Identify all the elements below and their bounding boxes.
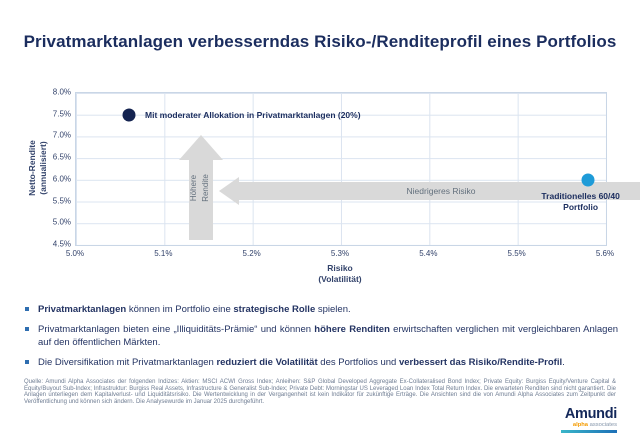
bullet-marker-icon: [25, 327, 29, 332]
x-axis-title: Risiko (Volatilität): [75, 263, 605, 285]
y-tick-label: 7.5%: [52, 109, 71, 119]
x-axis-title-line1: Risiko: [327, 263, 353, 273]
higher-return-annotation: Höhere Rendite: [189, 174, 210, 202]
plot-area: Höhere Rendite Niedrigeres Risiko Mit mo…: [75, 92, 640, 246]
amundi-logo-associates: associates: [588, 422, 617, 428]
x-tick-label: 5.1%: [154, 249, 173, 258]
amundi-logo-brand: Amundi: [564, 406, 617, 422]
key-points-list: Privatmarktanlagen können im Portfolio e…: [24, 303, 618, 376]
y-tick-label: 6.0%: [52, 174, 71, 184]
y-tick-label: 7.0%: [52, 130, 71, 140]
x-tick-label: 5.5%: [507, 249, 526, 258]
y-tick-label: 6.5%: [52, 152, 71, 162]
bullet-marker-icon: [25, 307, 29, 311]
bullet-item: Privatmarktanlagen bieten eine „Illiquid…: [24, 323, 618, 349]
bullet-text: Privatmarktanlagen bieten eine „Illiquid…: [38, 324, 619, 349]
source-footnote: Quelle: Amundi Alpha Associates der folg…: [24, 379, 616, 405]
y-tick-label: 4.5%: [52, 239, 71, 249]
traditional-60-40-portfolio-label: Traditionelles 60/40 Portfolio: [541, 190, 620, 212]
amundi-logo: Amundi alpha associates: [561, 407, 617, 433]
x-axis-title-line2: (Volatilität): [318, 274, 362, 284]
up-arrow-shaft: [189, 160, 213, 240]
x-tick-label: 5.0%: [65, 249, 85, 258]
y-axis-ticks: 8.0% 7.5% 7.0% 6.5% 6.0% 5.5% 5.0% 4.5%: [40, 88, 71, 249]
bullet-marker-icon: [25, 360, 29, 365]
private-markets-portfolio-label: Mit moderater Allokation in Privatmarkta…: [145, 109, 361, 120]
y-tick-label: 8.0%: [52, 87, 71, 97]
private-markets-portfolio-point: [122, 108, 136, 122]
traditional-60-40-portfolio-point: [581, 173, 595, 187]
amundi-logo-subtitle: alpha associates: [561, 422, 617, 428]
bullet-item: Privatmarktanlagen können im Portfolio e…: [24, 303, 618, 316]
x-tick-label: 5.4%: [419, 249, 438, 258]
lower-risk-annotation: Niedrigeres Risiko: [239, 182, 640, 200]
bullet-text: Privatmarktanlagen können im Portfolio e…: [38, 304, 351, 315]
x-tick-label: 5.3%: [330, 249, 350, 258]
page-title: Privatmarktanlagen verbesserndas Risiko-…: [23, 32, 617, 51]
risk-return-chart: Netto-Rendite (annualisiert) 8.0% 7.5% 7.0…: [0, 85, 640, 295]
amundi-logo-alpha: alpha: [572, 422, 588, 428]
amundi-logo-bar: [561, 430, 617, 433]
y-axis-title-line1: Netto-Rendite: [27, 140, 37, 196]
bullet-text: Die Diversifikation mit Privatmarktanlag…: [38, 357, 565, 369]
left-arrow-icon: [219, 177, 239, 205]
x-axis-ticks: 5.0% 5.1% 5.2% 5.3% 5.4% 5.5% 5.6%: [66, 249, 614, 259]
y-tick-label: 5.5%: [52, 196, 71, 206]
y-tick-label: 5.0%: [52, 217, 71, 227]
bullet-item: Die Diversifikation mit Privatmarktanlag…: [24, 356, 618, 369]
x-tick-label: 5.2%: [242, 249, 261, 258]
x-tick-label: 5.6%: [595, 249, 615, 258]
up-arrow-icon: [179, 135, 223, 160]
